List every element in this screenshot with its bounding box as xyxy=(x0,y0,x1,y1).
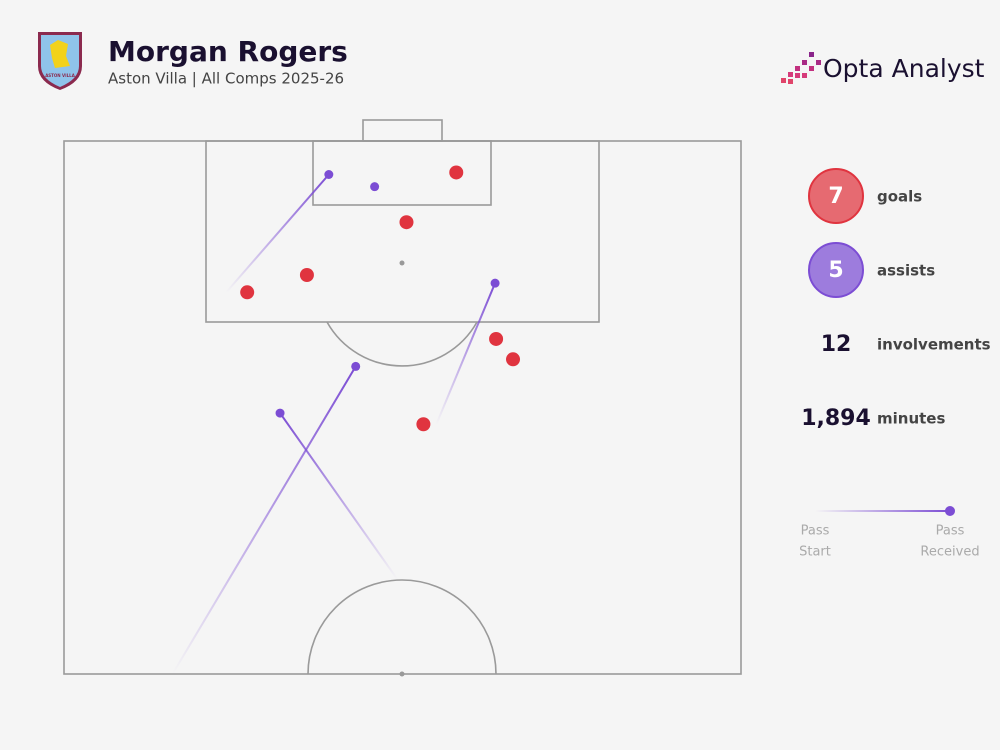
stat-label: minutes xyxy=(877,410,945,428)
stat-label: goals xyxy=(877,188,922,206)
legend-end: Pass xyxy=(936,524,965,539)
stat-badge xyxy=(808,242,864,298)
assist-pass xyxy=(171,365,357,675)
crest-lion xyxy=(50,40,70,68)
stat-badge xyxy=(808,168,864,224)
legend-end: Received xyxy=(920,545,979,560)
goal xyxy=(299,268,314,283)
assist-pass xyxy=(225,173,330,293)
legend-dot xyxy=(945,506,955,516)
marks xyxy=(171,165,521,675)
goal xyxy=(240,285,255,300)
goal xyxy=(489,331,504,346)
crest: ASTON VILLA xyxy=(38,32,82,90)
crest-text: ASTON VILLA xyxy=(45,73,76,78)
assist-received xyxy=(490,278,500,288)
assist-received xyxy=(370,182,380,192)
title: Morgan Rogers xyxy=(108,35,348,68)
brand-logo xyxy=(781,52,821,84)
goal xyxy=(416,417,431,432)
stat-value: 5 xyxy=(828,258,843,283)
legend-start: Pass xyxy=(801,524,830,539)
brand: Opta Analyst xyxy=(823,54,985,83)
legend-start: Start xyxy=(799,545,831,560)
stat-value: 12 xyxy=(821,332,852,357)
stat-label: involvements xyxy=(877,336,991,354)
goal xyxy=(399,215,414,230)
stats: 7 goals 5 assists 12 involvements 1,894 minutes xyxy=(801,168,991,431)
stat-label: assists xyxy=(877,262,935,280)
goal xyxy=(506,352,521,367)
pitch xyxy=(63,119,742,677)
subtitle: Aston Villa | All Comps 2025-26 xyxy=(108,70,344,88)
assist-received xyxy=(324,170,334,180)
stat-value: 7 xyxy=(828,184,843,209)
goal xyxy=(449,165,464,180)
assist-pass xyxy=(435,282,497,425)
assist-pass xyxy=(279,412,399,581)
stat-value: 1,894 xyxy=(801,406,871,431)
assist-received xyxy=(275,408,285,418)
assist-received xyxy=(351,361,361,371)
